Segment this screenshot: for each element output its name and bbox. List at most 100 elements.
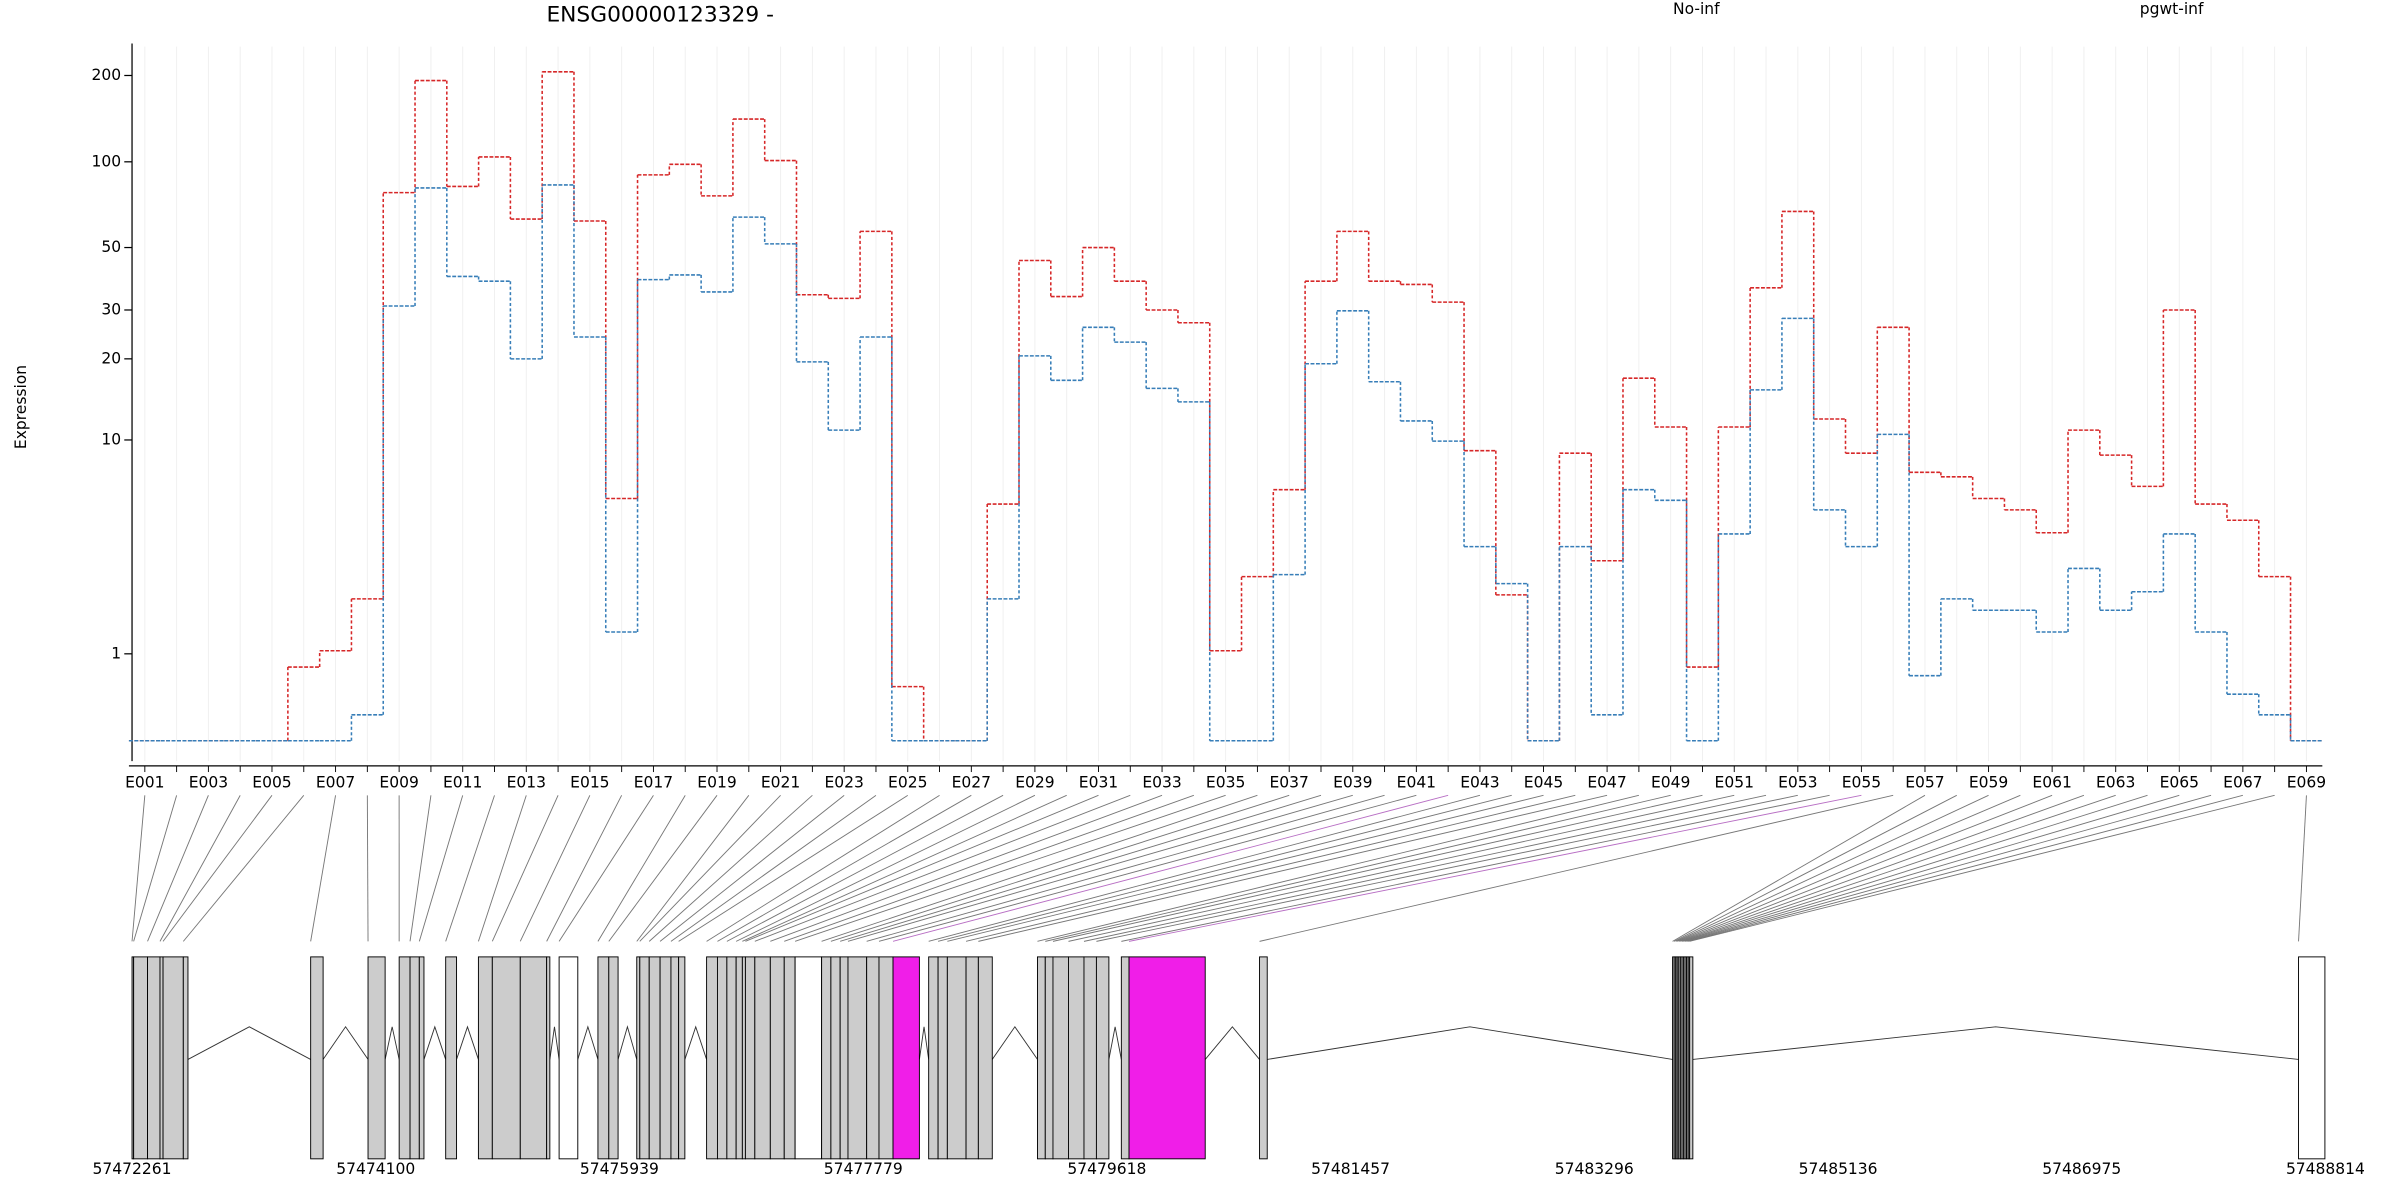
exon-connector [726,794,1004,942]
exon-box [754,956,771,1160]
exon-connector [491,795,559,942]
exon-connector [418,795,464,942]
exon-connector [659,794,845,942]
exon-box [597,956,610,1160]
x-tick-label: E019 [697,773,736,791]
exon-box [608,956,619,1160]
y-tick-label: 200 [92,66,122,84]
exon-connector [965,794,1576,942]
x-tick-label: E057 [1905,773,1944,791]
exon-box [367,956,386,1160]
intron [384,1026,400,1060]
exon-connector [847,794,1353,942]
exon-box [1068,956,1085,1160]
intron [423,1025,447,1060]
exon-box [519,956,548,1160]
genomic-tick-label: 57475939 [580,1160,659,1178]
legend-label: pgwt-inf [2140,0,2204,18]
exon-connector [2298,795,2307,942]
exon-connector [678,794,908,942]
exon-connector [1678,794,2053,942]
exon-connector [784,794,1194,942]
genomic-tick-label: 57485136 [1799,1160,1878,1178]
exon-connector [830,794,1290,942]
exon-box [839,956,849,1160]
intron [684,1025,708,1060]
exon-box [977,956,993,1160]
intron [322,1025,369,1060]
intron [187,1026,311,1060]
intron [577,1025,599,1060]
exon-box [182,956,189,1160]
exon-connector [519,795,591,942]
exon-connector [1688,794,2243,942]
x-tick-label: E007 [316,773,355,791]
exon-box [310,956,324,1160]
exon-connector [133,795,178,942]
exon-box [783,956,796,1160]
exon-box [744,956,756,1160]
exon-connector [978,794,1608,942]
exon-box [1120,956,1130,1160]
x-tick-label: E043 [1460,773,1499,791]
genomic-tick-label: 57477779 [824,1160,903,1178]
exon-connector [1121,794,1830,942]
exon-box [1259,956,1268,1160]
exon-connector [1045,794,1671,942]
exon-box [821,956,832,1160]
exon-box [946,956,967,1160]
exon-box [1128,956,1206,1160]
intron [617,1025,638,1060]
intron [1204,1026,1260,1060]
genomic-tick-label: 57488814 [2286,1160,2365,1178]
exon-connector [182,795,305,942]
exon-connector [1680,794,2085,942]
x-tick-label: E001 [125,773,164,791]
x-tick-label: E049 [1651,773,1690,791]
exon-box [878,956,894,1160]
exon-box [892,956,920,1160]
x-tick-label: E015 [570,773,609,791]
genomic-tick-label: 57483296 [1555,1160,1634,1178]
exon-connector [366,795,369,942]
exon-connector [1683,794,2148,942]
exon-connector [1068,794,1735,942]
exon-box [847,956,868,1160]
exon-box [477,956,493,1160]
exon-box [794,956,823,1160]
x-tick-label: E039 [1333,773,1372,791]
x-tick-label: E061 [2032,773,2071,791]
x-tick-label: E029 [1015,773,1054,791]
intron [456,1025,479,1060]
exon-connector [597,795,686,942]
exon-connector [947,794,1544,942]
exon-connector [742,794,1067,942]
x-tick-label: E035 [1206,773,1245,791]
exon-connector [1083,794,1767,942]
exon-box [726,956,737,1160]
x-tick-label: E021 [761,773,800,791]
exon-connector [717,794,972,942]
exon-connector [706,794,940,942]
exon-box [670,956,680,1160]
exon-connector [1684,794,2180,942]
intron [1267,1026,1673,1060]
genomic-tick-label: 57486975 [2042,1160,2121,1178]
x-tick-label: E037 [1269,773,1308,791]
y-tick-label: 50 [101,238,121,256]
exon-connector [878,794,1417,942]
x-tick-label: E065 [2160,773,2199,791]
x-tick-label: E063 [2096,773,2135,791]
exon-box [2298,956,2326,1160]
exon-box [1044,956,1054,1160]
exon-connector [477,795,527,942]
exon-connector [1037,794,1639,942]
x-tick-label: E055 [1842,773,1881,791]
y-axis-label: Expression [12,365,30,449]
exon-box [706,956,718,1160]
x-tick-label: E003 [189,773,228,791]
exon-connector [1052,794,1703,942]
exon-connector [636,795,750,942]
x-tick-label: E033 [1142,773,1181,791]
